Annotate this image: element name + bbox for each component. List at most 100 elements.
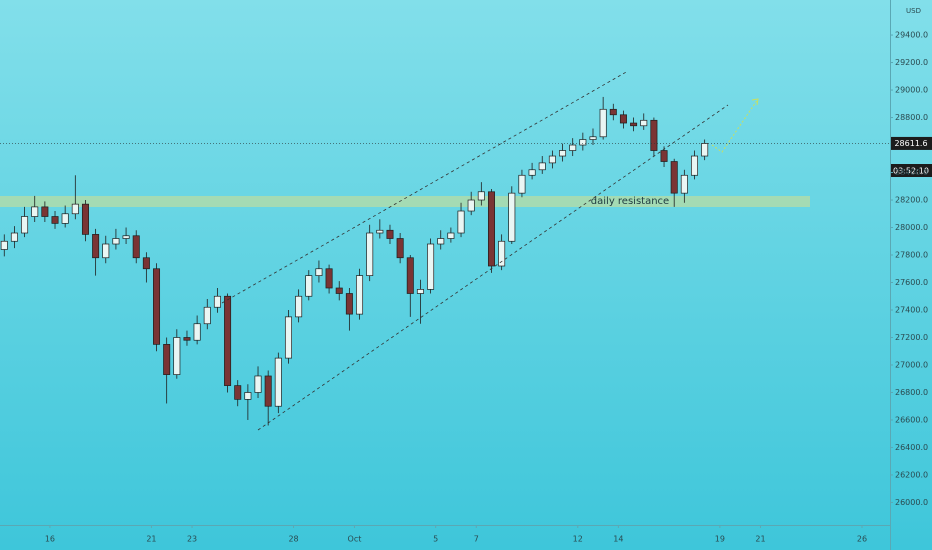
candle-body <box>386 229 394 239</box>
candle-body <box>599 108 607 138</box>
candle-body <box>487 191 495 267</box>
candle-body <box>41 206 49 217</box>
candle-body <box>305 275 313 297</box>
candle-body <box>31 206 39 217</box>
y-tick-label: 27000.0 <box>895 360 928 369</box>
candle-body <box>660 150 668 162</box>
countdown-box <box>891 164 932 177</box>
candle-body <box>81 203 89 235</box>
x-tick-label: Oct <box>348 535 362 544</box>
y-tick-label: 26200.0 <box>895 470 928 479</box>
currency: USD <box>906 7 921 15</box>
candle-body <box>10 232 18 242</box>
candle-body <box>163 344 171 375</box>
y-tick-label: 26400.0 <box>895 443 928 452</box>
x-tick-label: 5 <box>433 535 438 544</box>
candle-body <box>427 243 435 290</box>
candle-body <box>356 275 364 315</box>
candle-body <box>254 375 262 393</box>
y-tick-label: 26600.0 <box>895 415 928 424</box>
candle-body <box>21 216 29 234</box>
y-tick-label: 29200.0 <box>895 58 928 67</box>
candle-body <box>416 289 424 294</box>
y-tick-label: 26000.0 <box>895 498 928 507</box>
projection <box>711 98 759 153</box>
x-tick-label: 19 <box>715 535 725 544</box>
candle-body <box>345 293 353 315</box>
annotation: daily resistance <box>591 196 669 207</box>
candle-body <box>396 238 404 259</box>
candle-body <box>467 199 475 212</box>
candle-body <box>244 392 252 400</box>
candle-body <box>498 240 506 267</box>
candle-body <box>701 143 709 157</box>
x-tick-label: 28 <box>288 535 298 544</box>
candle-body <box>579 139 587 146</box>
y-tick-label: 27600.0 <box>895 278 928 287</box>
candle-body <box>366 232 374 276</box>
candle-body <box>335 287 343 294</box>
x-tick-label: 21 <box>146 535 156 544</box>
x-tick-label: 14 <box>613 535 623 544</box>
candle-body <box>589 136 597 140</box>
candle-body <box>173 337 181 375</box>
candle-body <box>234 385 242 400</box>
candle-body <box>518 174 526 194</box>
y-tick-label: 28400.0 <box>895 168 928 177</box>
candle-body <box>559 150 567 157</box>
y-tick-label: 29400.0 <box>895 31 928 40</box>
x-tick-label: 21 <box>755 535 765 544</box>
projection-arrow <box>751 98 759 106</box>
candle-body <box>193 323 201 341</box>
candle-body <box>284 316 292 359</box>
candle-body <box>315 268 323 276</box>
last-price-label: 28611.6 <box>894 139 927 148</box>
y-tick-label: 27800.0 <box>895 251 928 260</box>
candle-body <box>122 235 130 239</box>
resistance-band <box>0 196 810 207</box>
x-tick-label: 16 <box>45 535 55 544</box>
candle-body <box>0 240 8 250</box>
candle-body <box>213 295 221 308</box>
x-tick-label: 7 <box>474 535 479 544</box>
last-price-box <box>891 136 932 150</box>
candle-body <box>142 257 150 270</box>
x-tick-label: 12 <box>573 535 583 544</box>
y-tick-label: 28000.0 <box>895 223 928 232</box>
y-tick-label: 28200.0 <box>895 196 928 205</box>
candle-body <box>376 229 384 234</box>
candle-body <box>51 216 59 224</box>
candle-body <box>203 306 211 325</box>
candle-body <box>71 203 79 215</box>
candle-body <box>406 257 414 294</box>
candle-body <box>437 238 445 245</box>
candle-body <box>670 161 678 194</box>
channel-lower <box>257 104 729 431</box>
countdown: 03:52:10 <box>893 167 929 176</box>
candle-body <box>102 243 110 259</box>
y-tick-label: 27200.0 <box>895 333 928 342</box>
candle-body <box>61 213 69 224</box>
y-tick-label: 27400.0 <box>895 305 928 314</box>
candle-body <box>295 295 303 318</box>
candle-body <box>224 295 232 386</box>
candle-body <box>640 119 648 127</box>
candle-body <box>609 108 617 116</box>
candle-body <box>264 375 272 407</box>
y-tick-label: 29000.0 <box>895 86 928 95</box>
candle-body <box>477 191 485 201</box>
candle-body <box>132 235 140 259</box>
candle-body <box>569 144 577 151</box>
x-tick-label: 23 <box>187 535 197 544</box>
candle-body <box>325 268 333 289</box>
candle-body <box>680 174 688 194</box>
candle-body <box>548 155 556 164</box>
candle-body <box>650 119 658 151</box>
candle-body <box>508 192 516 242</box>
candle-body <box>274 357 282 407</box>
candle-body <box>183 337 191 341</box>
candle-body <box>457 210 465 234</box>
candle-body <box>112 238 120 245</box>
